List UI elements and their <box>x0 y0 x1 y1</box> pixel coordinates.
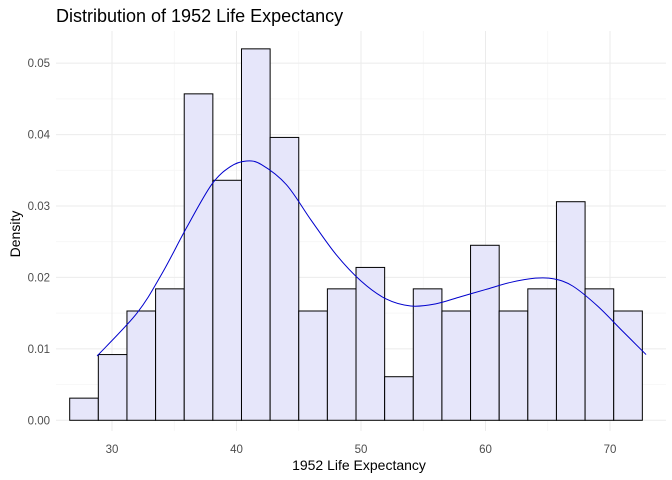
y-axis-label: Density <box>7 211 23 258</box>
histogram-bars <box>69 48 643 421</box>
x-axis-label: 1952 Life Expectancy <box>292 457 426 473</box>
histogram-bar <box>498 310 529 421</box>
x-tick-label: 50 <box>355 444 368 456</box>
histogram-bar <box>183 93 214 421</box>
y-axis-ticks: 0.00 0.01 0.02 0.03 0.04 0.05 <box>28 58 51 427</box>
histogram-bar <box>269 136 300 421</box>
histogram-bar <box>97 354 128 421</box>
histogram-bar <box>412 288 443 421</box>
x-tick-label: 40 <box>230 444 243 456</box>
histogram-bar <box>384 376 414 421</box>
histogram-bar <box>441 310 472 421</box>
density-curve <box>96 160 647 357</box>
histogram-bar <box>69 397 99 421</box>
y-tick-label: 0.04 <box>28 130 51 142</box>
histogram-bar <box>326 288 357 421</box>
y-tick-label: 0.01 <box>28 344 50 356</box>
y-tick-label: 0.00 <box>28 415 50 427</box>
histogram-bar <box>613 310 643 421</box>
histogram-bar <box>298 310 328 421</box>
histogram-bar <box>470 244 500 421</box>
histogram-bar <box>527 288 557 421</box>
y-tick-label: 0.02 <box>28 272 50 284</box>
histogram-bar <box>584 288 615 421</box>
y-tick-label: 0.03 <box>28 201 50 213</box>
histogram-bar <box>126 310 157 421</box>
histogram-bar <box>355 266 386 421</box>
histogram-bar <box>555 201 586 421</box>
histogram-bar <box>155 288 185 421</box>
histogram-bar <box>212 179 242 421</box>
histogram-bar <box>240 48 271 421</box>
x-tick-label: 70 <box>604 444 617 456</box>
y-tick-label: 0.05 <box>28 58 50 70</box>
x-axis-ticks: 30 40 50 60 70 <box>106 444 617 456</box>
x-tick-label: 60 <box>479 444 492 456</box>
x-tick-label: 30 <box>106 444 119 456</box>
chart-title: Distribution of 1952 Life Expectancy <box>56 6 343 26</box>
